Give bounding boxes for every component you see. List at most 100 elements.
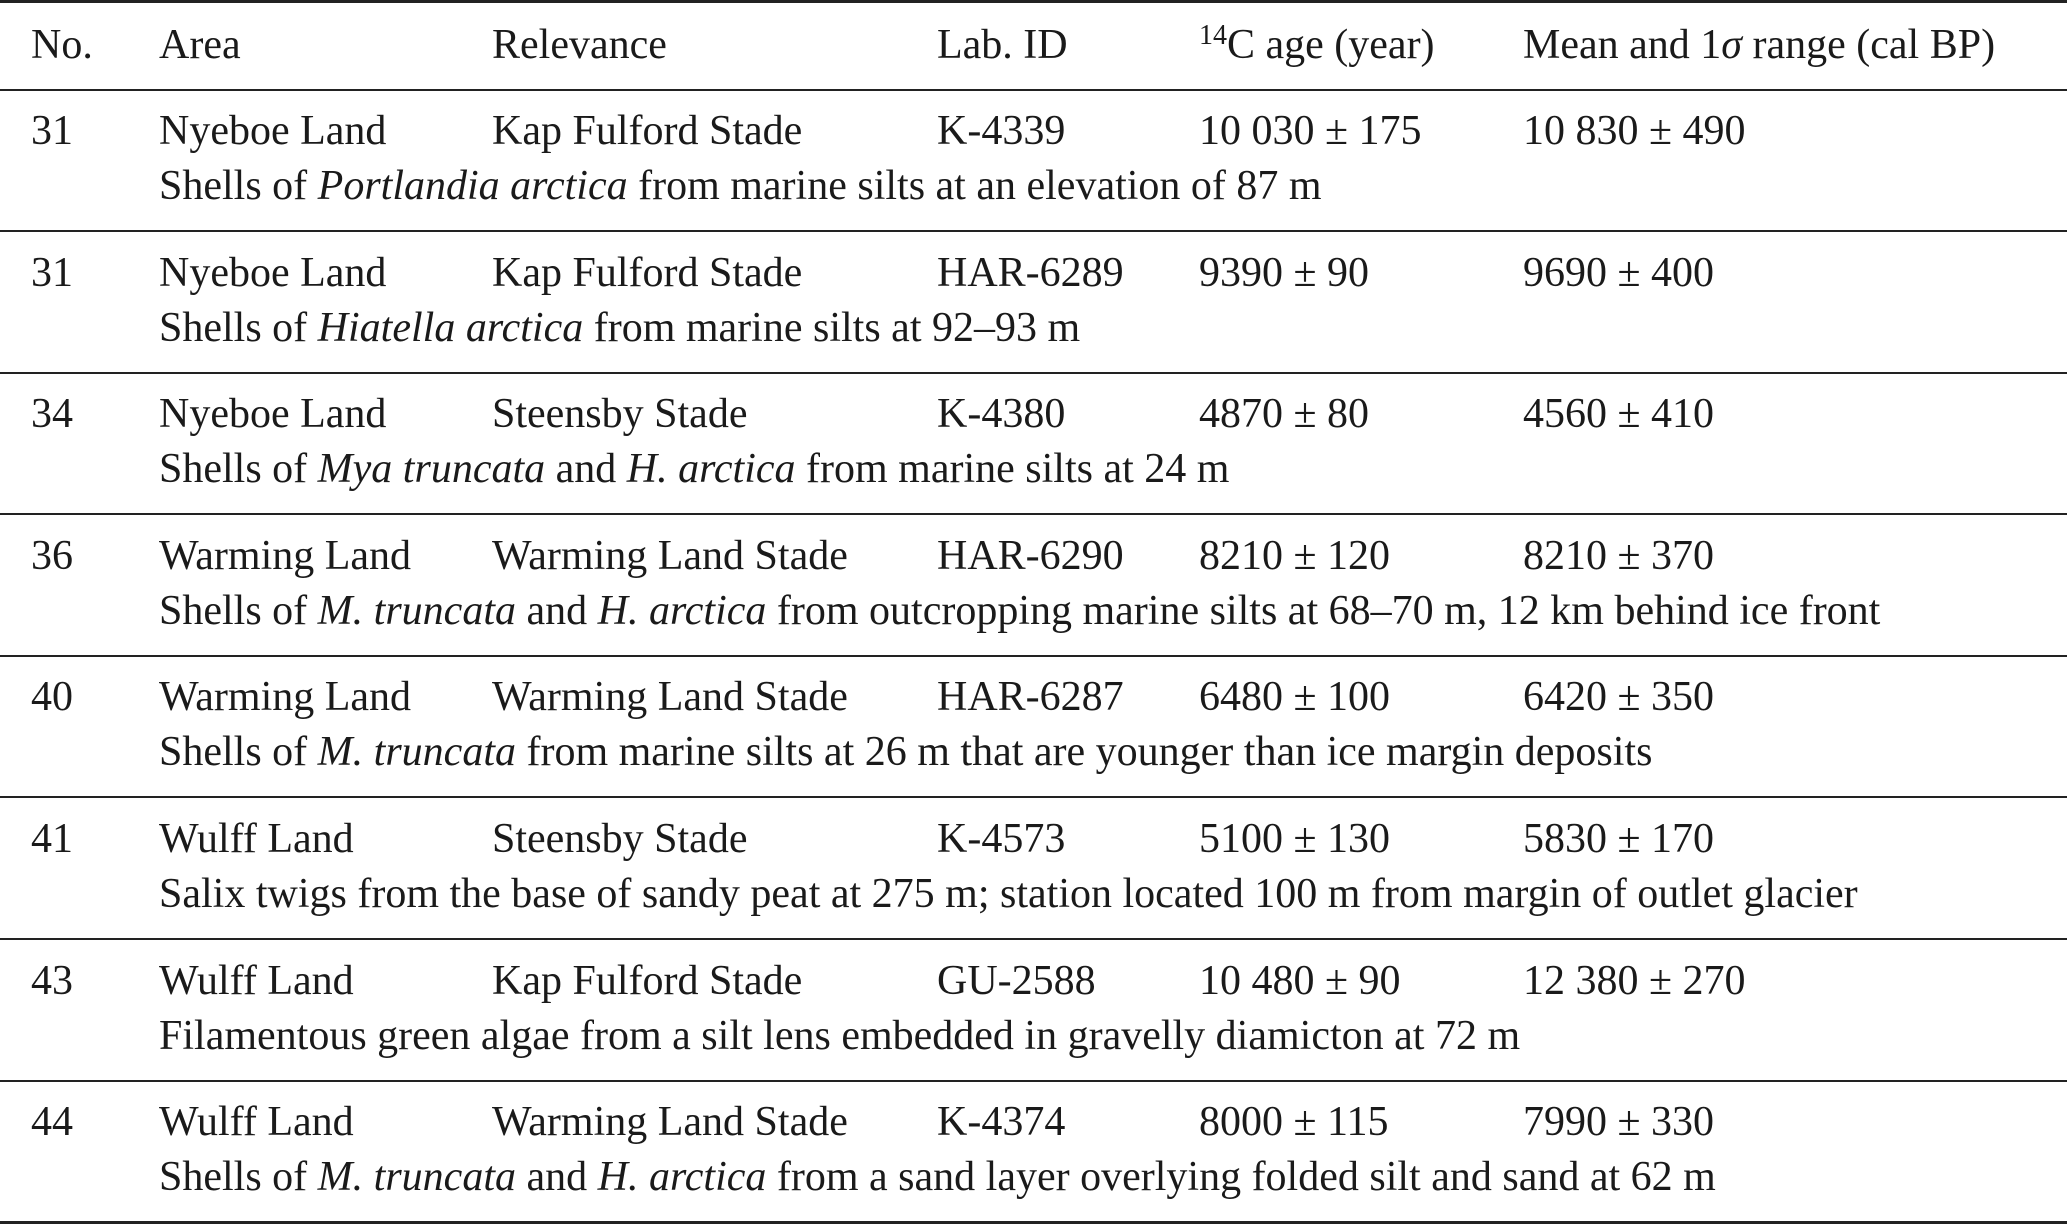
cell-relevance: Kap Fulford Stade <box>492 250 803 296</box>
cell-area: Warming Land <box>159 674 412 720</box>
cell-cal: 10 830 ± 490 <box>1523 108 1746 154</box>
description-segment: and <box>515 588 598 634</box>
row-description: Filamentous green algae from a silt lens… <box>0 1008 2067 1064</box>
cell-lab-id: K-4380 <box>937 391 1066 437</box>
cell-no: 34 <box>31 391 73 437</box>
cell-relevance: Kap Fulford Stade <box>492 108 803 154</box>
cell-age: 8000 ± 115 <box>1199 1099 1389 1145</box>
top-rule <box>0 0 2067 3</box>
row-separator <box>0 230 2067 232</box>
description-segment: Shells of <box>159 588 318 634</box>
cell-relevance: Steensby Stade <box>492 816 748 862</box>
taxon-name: Mya truncata <box>317 446 546 492</box>
row-description: Shells of M. truncata and H. arctica fro… <box>0 1149 2067 1205</box>
description-segment: Salix twigs from the base of sandy peat … <box>159 871 1858 917</box>
cell-area: Nyeboe Land <box>159 108 387 154</box>
cell-area: Nyeboe Land <box>159 250 387 296</box>
cell-cal: 9690 ± 400 <box>1523 250 1715 296</box>
row-description: Shells of M. truncata from marine silts … <box>0 724 2067 780</box>
cell-age: 10 030 ± 175 <box>1199 108 1422 154</box>
cell-age: 4870 ± 80 <box>1199 391 1370 437</box>
cell-cal: 5830 ± 170 <box>1523 816 1715 862</box>
cell-age: 9390 ± 90 <box>1199 250 1370 296</box>
cell-cal: 4560 ± 410 <box>1523 391 1715 437</box>
description-text: Shells of M. truncata and H. arctica fro… <box>159 583 1880 639</box>
cell-lab-id: GU-2588 <box>937 958 1096 1004</box>
cell-area: Wulff Land <box>159 958 354 1004</box>
cell-no: 41 <box>31 816 73 862</box>
taxon-name: H. arctica <box>597 1154 767 1200</box>
description-text: Shells of M. truncata from marine silts … <box>159 724 1652 780</box>
cell-age: 10 480 ± 90 <box>1199 958 1401 1004</box>
cell-area: Nyeboe Land <box>159 391 387 437</box>
description-segment: Shells of <box>159 305 318 351</box>
header-rule <box>0 89 2067 91</box>
row-description: Shells of Hiatella arctica from marine s… <box>0 300 2067 356</box>
description-text: Filamentous green algae from a silt lens… <box>159 1008 1520 1064</box>
cell-relevance: Kap Fulford Stade <box>492 958 803 1004</box>
table-row: 43 Wulff Land Kap Fulford Stade GU-2588 10 4… <box>0 953 2067 1009</box>
table-row: 40 Warming Land Warming Land Stade HAR-6287… <box>0 669 2067 725</box>
bottom-rule <box>0 1221 2067 1224</box>
table-row: 36 Warming Land Warming Land Stade HAR-6290… <box>0 528 2067 584</box>
cell-cal: 7990 ± 330 <box>1523 1099 1715 1145</box>
description-segment: and <box>515 1154 598 1200</box>
cell-area: Wulff Land <box>159 1099 354 1145</box>
row-separator <box>0 655 2067 657</box>
cell-area: Wulff Land <box>159 816 354 862</box>
taxon-name: H. arctica <box>597 588 767 634</box>
description-segment: from marine silts at 24 m <box>795 446 1230 492</box>
cell-lab-id: HAR-6290 <box>937 533 1124 579</box>
cell-no: 31 <box>31 250 73 296</box>
taxon-name: M. truncata <box>317 1154 516 1200</box>
description-text: Shells of Mya truncata and H. arctica fr… <box>159 441 1229 497</box>
header-age-label: C age (year) <box>1227 22 1435 68</box>
header-row: No. Area Relevance Lab. ID 14C age (year… <box>0 17 2067 73</box>
row-separator <box>0 513 2067 515</box>
header-cal-prefix: Mean and 1 <box>1523 22 1722 68</box>
description-text: Shells of M. truncata and H. arctica fro… <box>159 1149 1716 1205</box>
cell-lab-id: K-4374 <box>937 1099 1066 1145</box>
cell-age: 8210 ± 120 <box>1199 533 1391 579</box>
description-text: Salix twigs from the base of sandy peat … <box>159 866 1858 922</box>
header-age: 14C age (year) <box>1199 17 1435 73</box>
cell-no: 40 <box>31 674 73 720</box>
taxon-name: Hiatella arctica <box>317 305 584 351</box>
header-cal: Mean and 1σ range (cal BP) <box>1523 17 1995 73</box>
table-row: 31 Nyeboe Land Kap Fulford Stade K-4339 10 0… <box>0 103 2067 159</box>
header-age-isotope: 14 <box>1199 20 1227 51</box>
description-text: Shells of Hiatella arctica from marine s… <box>159 300 1080 356</box>
taxon-name: M. truncata <box>317 729 516 775</box>
cell-age: 6480 ± 100 <box>1199 674 1391 720</box>
header-no: No. <box>31 22 93 68</box>
row-separator <box>0 938 2067 940</box>
description-segment: Shells of <box>159 163 318 209</box>
header-cal-sigma: σ <box>1721 22 1742 68</box>
cell-no: 43 <box>31 958 73 1004</box>
cell-no: 44 <box>31 1099 73 1145</box>
description-segment: Shells of <box>159 1154 318 1200</box>
table-row: 31 Nyeboe Land Kap Fulford Stade HAR-6289 93… <box>0 245 2067 301</box>
description-text: Shells of Portlandia arctica from marine… <box>159 158 1322 214</box>
table-row: 41 Wulff Land Steensby Stade K-4573 5100 ± 1… <box>0 811 2067 867</box>
cell-lab-id: K-4573 <box>937 816 1066 862</box>
row-description: Salix twigs from the base of sandy peat … <box>0 866 2067 922</box>
description-segment: Filamentous green algae from a silt lens… <box>159 1013 1521 1059</box>
table-row: 44 Wulff Land Warming Land Stade K-4374 8000… <box>0 1094 2067 1150</box>
cell-relevance: Warming Land Stade <box>492 1099 848 1145</box>
description-segment: from outcropping marine silts at 68–70 m… <box>766 588 1881 634</box>
cell-lab-id: HAR-6287 <box>937 674 1124 720</box>
header-lab-id: Lab. ID <box>937 22 1068 68</box>
description-segment: from a sand layer overlying folded silt … <box>766 1154 1716 1200</box>
cell-relevance: Warming Land Stade <box>492 533 848 579</box>
header-relevance: Relevance <box>492 22 667 68</box>
header-cal-suffix: range (cal BP) <box>1742 22 1996 68</box>
row-separator <box>0 1080 2067 1082</box>
cell-lab-id: K-4339 <box>937 108 1066 154</box>
cell-no: 31 <box>31 108 73 154</box>
taxon-name: M. truncata <box>317 588 516 634</box>
description-segment: Shells of <box>159 729 318 775</box>
row-description: Shells of M. truncata and H. arctica fro… <box>0 583 2067 639</box>
cell-cal: 12 380 ± 270 <box>1523 958 1746 1004</box>
